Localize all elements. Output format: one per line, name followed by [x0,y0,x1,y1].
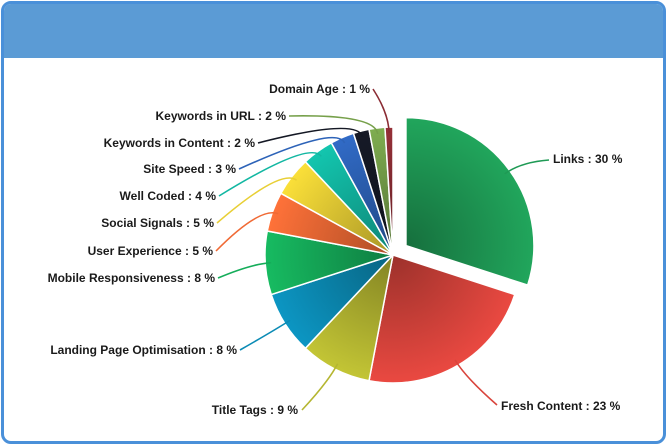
leader-line-keywords-in-url [288,115,379,135]
slice-label-fresh-content: Fresh Content : 23 % [501,399,621,413]
pie-slices [264,116,535,384]
leader-line-fresh-content [454,359,498,406]
slice-label-user-experience: User Experience : 5 % [88,244,214,258]
leader-line-social-signals [216,177,298,224]
leader-line-mobile-responsiveness [217,261,272,279]
leader-lines [215,88,550,411]
pie-slice-links [405,116,535,287]
leader-line-keywords-in-content [257,127,364,144]
leader-line-title-tags [301,363,339,411]
header-band [4,4,663,58]
leader-line-landing-page-optimisation [239,319,291,351]
slice-labels: Links : 30 % Fresh Content : 23 % Title Ta… [48,82,623,417]
leader-line-links [504,159,550,175]
slice-label-keywords-in-content: Keywords in Content : 2 % [104,136,256,150]
leader-line-domain-age [372,88,390,134]
slice-label-landing-page-optimisation: Landing Page Optimisation : 8 % [50,343,237,357]
leader-line-well-coded [218,151,322,197]
slice-label-mobile-responsiveness: Mobile Responsiveness : 8 % [48,271,216,285]
leader-line-site-speed [238,136,346,170]
slice-label-well-coded: Well Coded : 4 % [120,189,217,203]
slice-label-links: Links : 30 % [553,152,623,166]
slice-label-social-signals: Social Signals : 5 % [101,216,214,230]
leader-line-user-experience [215,211,279,252]
slice-label-site-speed: Site Speed : 3 % [143,162,236,176]
slice-label-domain-age: Domain Age : 1 % [269,82,370,96]
slice-label-title-tags: Title Tags : 9 % [212,403,299,417]
slice-label-keywords-in-url: Keywords in URL : 2 % [156,109,287,123]
